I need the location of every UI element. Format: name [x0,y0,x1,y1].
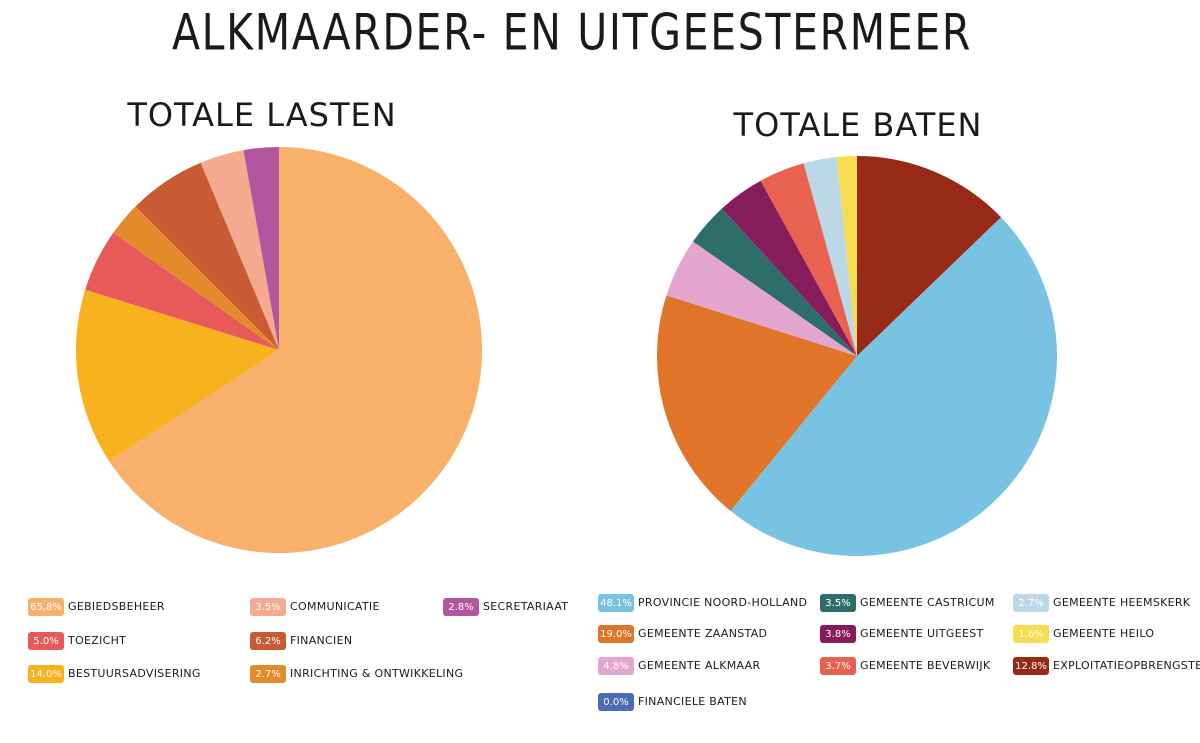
legend-label: Gemeente Castricum [860,596,995,609]
legend-label: Financien [290,634,352,647]
pie-slice [657,295,857,511]
legend-swatch [250,598,286,616]
pie-slice [85,232,279,350]
legend-value: 19.0% [600,629,632,640]
legend-label: Gebiedsbeheer [68,600,165,613]
legend-label: Gemeente Heilo [1053,627,1154,640]
legend-swatch [598,693,634,711]
pie-slice [243,147,279,350]
main-title: ALKMAARDER- EN UITGEESTERMEER [172,4,972,62]
pie-slice [836,156,857,356]
legend-swatch [443,598,479,616]
pie-slice [666,241,857,356]
legend-value: 0.0% [603,697,628,708]
legend-swatch [28,632,64,650]
pie-slice [693,208,857,356]
pie-slice [200,150,279,350]
pie-slice [721,180,857,356]
legend-label: Secretariaat [483,600,568,613]
legend-swatch [598,594,634,612]
legend-swatch [820,657,856,675]
pie-slice [857,156,1002,356]
pie-slice [76,289,279,461]
legend-label: Gemeente Beverwijk [860,659,991,672]
pie-slice [803,157,857,356]
legend-value: 2.7% [1018,598,1043,609]
pie-title: TOTALE LASTEN [126,96,396,134]
legend-swatch [1013,594,1049,612]
legend-label: Toezicht [67,634,126,647]
legend-value: 12.8% [1015,661,1047,672]
legend-label: Communicatie [290,600,380,613]
legend-swatch [820,625,856,643]
pie-slice [760,163,857,356]
legend-label: Gemeente Zaanstad [638,627,767,640]
legend-value: 1.6% [1018,629,1043,640]
legend-value: 3.8% [825,629,850,640]
legend-swatch [598,657,634,675]
legend-value: 65.8% [30,602,62,613]
legend-value: 2.7% [255,669,280,680]
pie-slice [113,206,279,350]
legend-value: 4.8% [603,661,628,672]
pie-title: TOTALE BATEN [733,106,983,144]
legend-swatch [598,625,634,643]
legend-value: 6.2% [255,636,280,647]
legend-label: Financiele baten [638,695,747,708]
legend-label: Gemeente Heemskerk [1053,596,1191,609]
pie-slice [730,217,1057,556]
pie-slice [135,162,279,350]
legend-swatch [1013,657,1049,675]
legend-label: Gemeente Alkmaar [638,659,760,672]
legend-label: Inrichting & Ontwikkeling [290,667,463,680]
legend-value: 3.5% [255,602,280,613]
legend-swatch [820,594,856,612]
legend-value: 3.5% [825,598,850,609]
legend-value: 2.8% [448,602,473,613]
legend-value: 3.7% [825,661,850,672]
legend-value: 14.0% [30,669,62,680]
legend-label: Bestuursadvisering [68,667,201,680]
legend-swatch [28,665,64,683]
legend-label: Exploitatieopbrengsten [1053,659,1200,672]
legend-label: Provincie Noord-Holland [638,596,807,609]
legend-swatch [250,665,286,683]
legend-label: Gemeente Uitgeest [860,627,984,640]
legend-value: 48.1% [600,598,632,609]
legend-value: 5.0% [33,636,58,647]
legend-swatch [250,632,286,650]
pie-slice [108,147,482,553]
legend-swatch [28,598,64,616]
legend-swatch [1013,625,1049,643]
